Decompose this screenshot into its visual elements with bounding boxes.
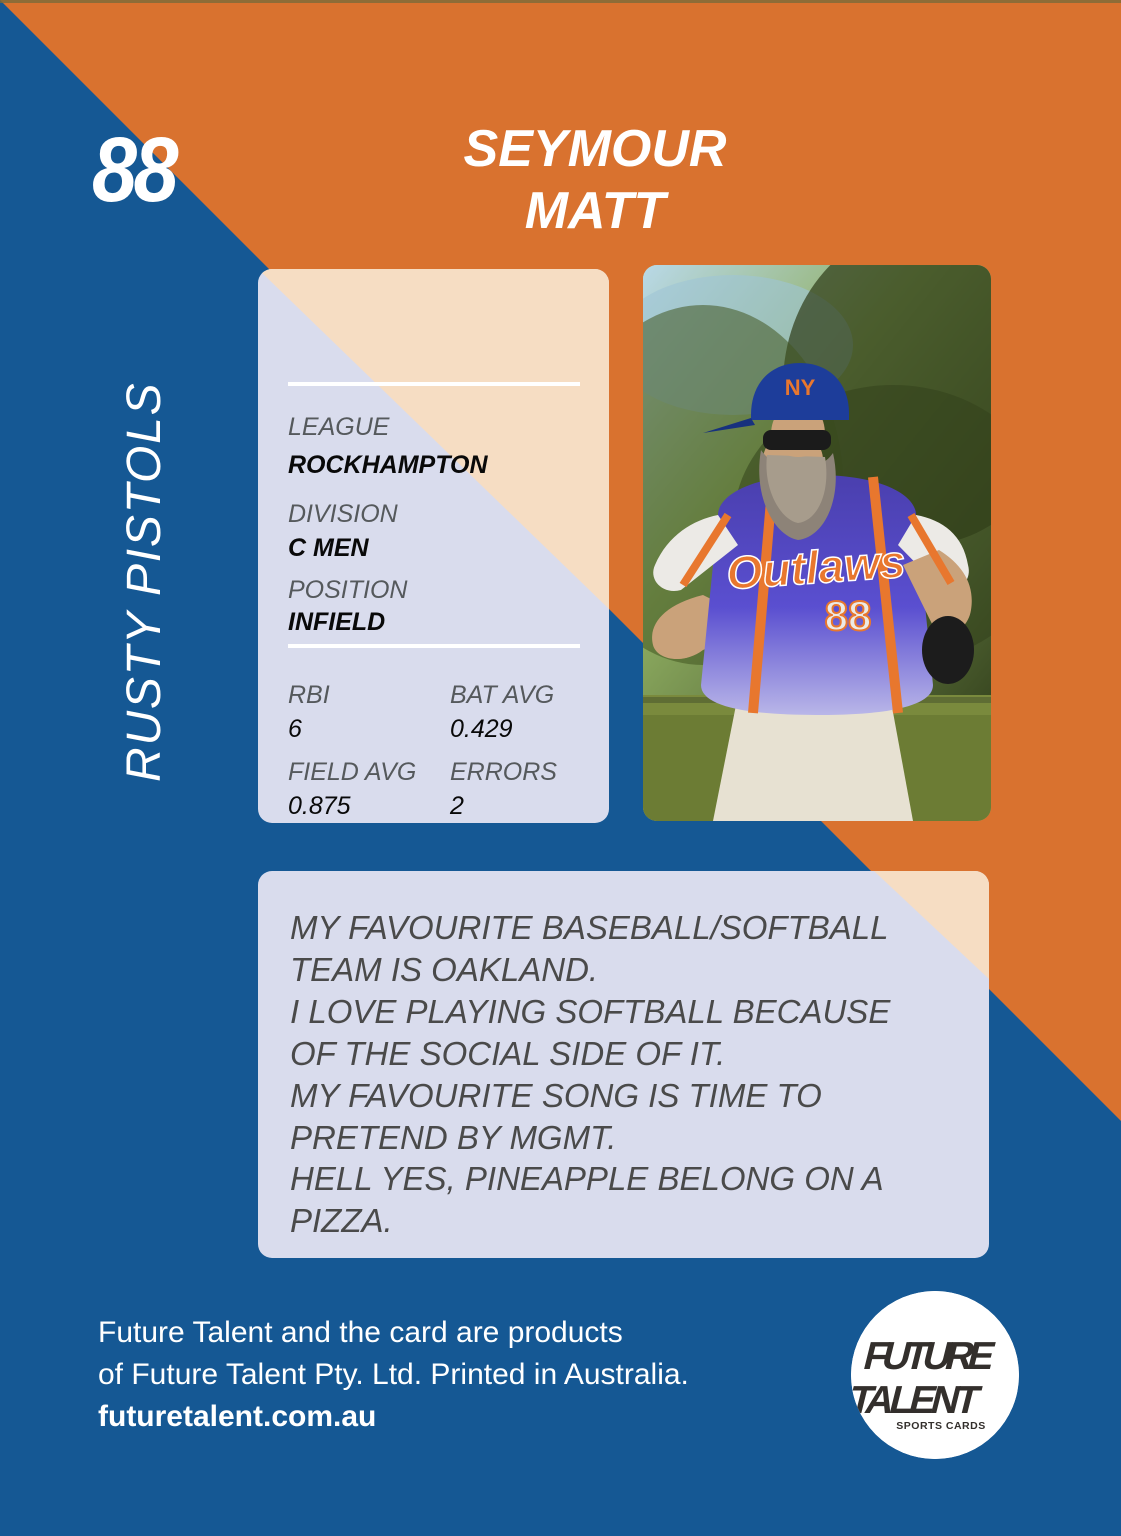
svg-text:NY: NY [785,375,816,400]
svg-text:SPORTS CARDS: SPORTS CARDS [896,1420,985,1432]
svg-text:TALENT: TALENT [851,1379,985,1422]
svg-text:88: 88 [825,592,872,639]
svg-text:FUTURE: FUTURE [859,1335,998,1378]
